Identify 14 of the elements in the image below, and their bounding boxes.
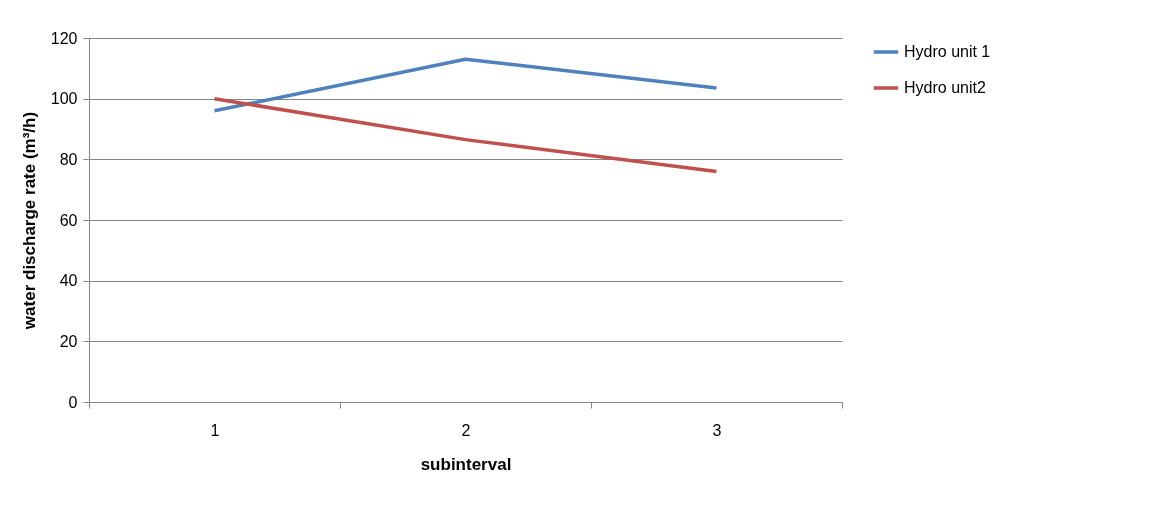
x-tick-label: 3 <box>712 421 722 439</box>
y-tick-label: 40 <box>59 272 78 290</box>
x-tick-label: 2 <box>461 421 471 439</box>
x-tick-label: 1 <box>210 421 220 439</box>
y-tick-label: 100 <box>50 90 78 108</box>
y-tick-label: 120 <box>50 29 78 47</box>
y-tick-label: 60 <box>59 211 78 229</box>
y-tick-label: 80 <box>59 150 78 168</box>
x-axis-title: subinterval <box>420 454 512 474</box>
y-axis-title: water discharge rate (m³/h) <box>19 111 39 331</box>
legend-label: Hydro unit 1 <box>904 43 991 60</box>
y-tick-label: 0 <box>68 393 78 411</box>
legend-label: Hydro unit2 <box>904 79 986 96</box>
y-tick-label: 20 <box>59 332 78 350</box>
